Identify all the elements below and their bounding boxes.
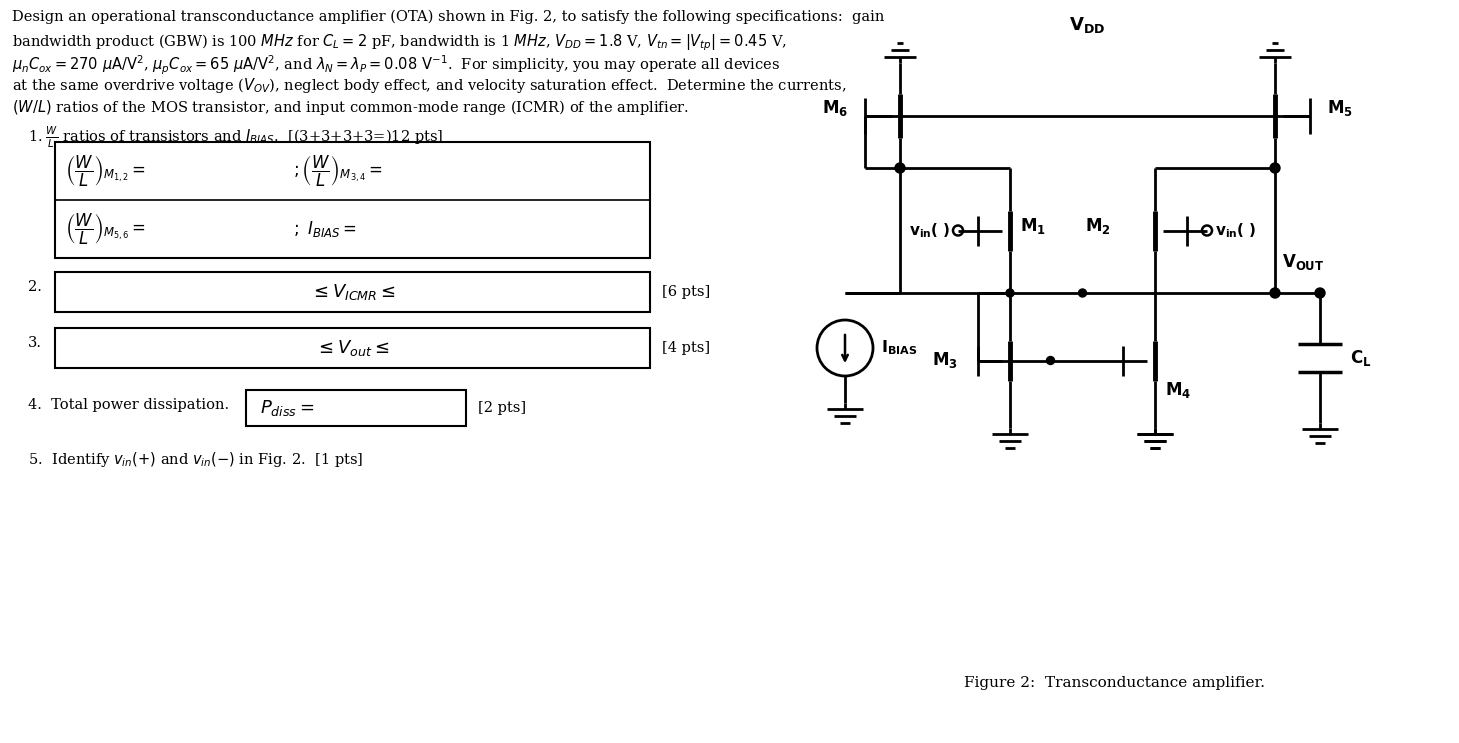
- Text: $\leq V_{out} \leq$: $\leq V_{out} \leq$: [315, 338, 390, 358]
- Text: 3.: 3.: [28, 336, 42, 350]
- Text: at the same overdrive voltage ($V_{OV}$), neglect body effect, and velocity satu: at the same overdrive voltage ($V_{OV}$)…: [12, 76, 846, 95]
- Text: bandwidth product (GBW) is 100 $MHz$ for $C_L = 2$ pF, bandwidth is 1 $MHz$, $V_: bandwidth product (GBW) is 100 $MHz$ for…: [12, 32, 786, 53]
- Text: $\mathbf{M_5}$: $\mathbf{M_5}$: [1328, 97, 1352, 117]
- Text: $\mathbf{M_4}$: $\mathbf{M_4}$: [1164, 380, 1191, 400]
- Text: [6 pts]: [6 pts]: [662, 285, 711, 299]
- Text: 4.  Total power dissipation.: 4. Total power dissipation.: [28, 398, 229, 412]
- Bar: [247, 390, 465, 426]
- Text: $\mathbf{M_6}$: $\mathbf{M_6}$: [821, 97, 848, 117]
- Text: Design an operational transconductance amplifier (OTA) shown in Fig. 2, to satis: Design an operational transconductance a…: [12, 10, 884, 25]
- Text: $\mathbf{V_{OUT}}$: $\mathbf{V_{OUT}}$: [1282, 253, 1325, 273]
- Text: 5.  Identify $v_{in}(+)$ and $v_{in}(-)$ in Fig. 2.  [1 pts]: 5. Identify $v_{in}(+)$ and $v_{in}(-)$ …: [28, 450, 363, 469]
- Circle shape: [1046, 357, 1055, 365]
- Text: $\mathbf{v_{in}(\ )\ }$: $\mathbf{v_{in}(\ )\ }$: [1215, 221, 1256, 240]
- Circle shape: [1269, 163, 1280, 173]
- Text: [4 pts]: [4 pts]: [662, 341, 711, 355]
- Text: $\mathbf{M_1}$: $\mathbf{M_1}$: [1020, 215, 1046, 236]
- Circle shape: [1007, 289, 1014, 297]
- Text: $\leq V_{ICMR} \leq$: $\leq V_{ICMR} \leq$: [309, 282, 395, 302]
- Bar: [55, 272, 651, 312]
- Circle shape: [1078, 289, 1087, 297]
- Circle shape: [1315, 288, 1325, 298]
- Text: $;\left(\dfrac{W}{L}\right)_{M_{3,4}} =$: $;\left(\dfrac{W}{L}\right)_{M_{3,4}} =$: [293, 153, 382, 189]
- Text: $(W/L)$ ratios of the MOS transistor, and input common-mode range (ICMR) of the : $(W/L)$ ratios of the MOS transistor, an…: [12, 98, 689, 117]
- Bar: [55, 328, 651, 368]
- Text: $;\ I_{BIAS} =$: $;\ I_{BIAS} =$: [293, 219, 357, 239]
- Text: [2 pts]: [2 pts]: [479, 401, 527, 415]
- Text: 1.$\;\frac{W}{L}$ ratios of transistors and $I_{BIAS}$.  [(3+3+3+3=)12 pts]: 1.$\;\frac{W}{L}$ ratios of transistors …: [28, 125, 444, 150]
- Text: Figure 2:  Transconductance amplifier.: Figure 2: Transconductance amplifier.: [964, 676, 1265, 690]
- Text: $\mathbf{C_L}$: $\mathbf{C_L}$: [1350, 348, 1371, 368]
- Text: $P_{diss} =$: $P_{diss} =$: [260, 398, 315, 418]
- Bar: [55, 142, 651, 258]
- Text: $\mathbf{M_2}$: $\mathbf{M_2}$: [1085, 215, 1110, 236]
- Text: $\left(\dfrac{W}{L}\right)_{M_{5,6}} =$: $\left(\dfrac{W}{L}\right)_{M_{5,6}} =$: [66, 212, 146, 247]
- Text: $\mathbf{I_{BIAS}}$: $\mathbf{I_{BIAS}}$: [881, 339, 918, 357]
- Text: $\mathbf{v_{in}(\ )\ }$: $\mathbf{v_{in}(\ )\ }$: [909, 221, 950, 240]
- Text: $\mu_n C_{ox} = 270\ \mu\mathrm{A/V}^2$, $\mu_p C_{ox} = 65\ \mu\mathrm{A/V}^2$,: $\mu_n C_{ox} = 270\ \mu\mathrm{A/V}^2$,…: [12, 54, 781, 77]
- Circle shape: [894, 163, 905, 173]
- Circle shape: [1269, 288, 1280, 298]
- Text: $\mathbf{M_3}$: $\mathbf{M_3}$: [932, 351, 959, 371]
- Text: $\left(\dfrac{W}{L}\right)_{M_{1,2}} =$: $\left(\dfrac{W}{L}\right)_{M_{1,2}} =$: [66, 153, 146, 189]
- Text: 2.: 2.: [28, 280, 42, 294]
- Text: $\mathbf{V_{DD}}$: $\mathbf{V_{DD}}$: [1069, 15, 1106, 35]
